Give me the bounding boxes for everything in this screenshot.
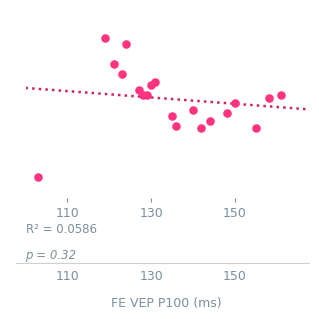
Point bbox=[224, 110, 229, 115]
Point bbox=[119, 72, 124, 77]
Point bbox=[145, 93, 150, 98]
Point bbox=[190, 108, 196, 113]
Text: R² = 0.0586: R² = 0.0586 bbox=[26, 223, 97, 236]
Point bbox=[266, 95, 271, 100]
Point bbox=[136, 87, 141, 93]
Point bbox=[103, 36, 108, 41]
Text: p = 0.32: p = 0.32 bbox=[26, 249, 77, 262]
Point bbox=[123, 41, 129, 46]
Point bbox=[153, 79, 158, 85]
Text: FE VEP P100 (ms): FE VEP P100 (ms) bbox=[111, 297, 221, 310]
Point bbox=[111, 62, 116, 67]
Point bbox=[140, 93, 145, 98]
Point bbox=[149, 82, 154, 87]
Point bbox=[233, 100, 238, 105]
Point bbox=[170, 113, 175, 118]
Point bbox=[207, 118, 212, 123]
Point bbox=[199, 126, 204, 131]
Point bbox=[253, 126, 258, 131]
Text: 130: 130 bbox=[139, 270, 163, 283]
Text: 110: 110 bbox=[56, 270, 79, 283]
Point bbox=[35, 175, 41, 180]
Point bbox=[278, 93, 284, 98]
Point bbox=[174, 123, 179, 128]
Text: 150: 150 bbox=[223, 270, 247, 283]
